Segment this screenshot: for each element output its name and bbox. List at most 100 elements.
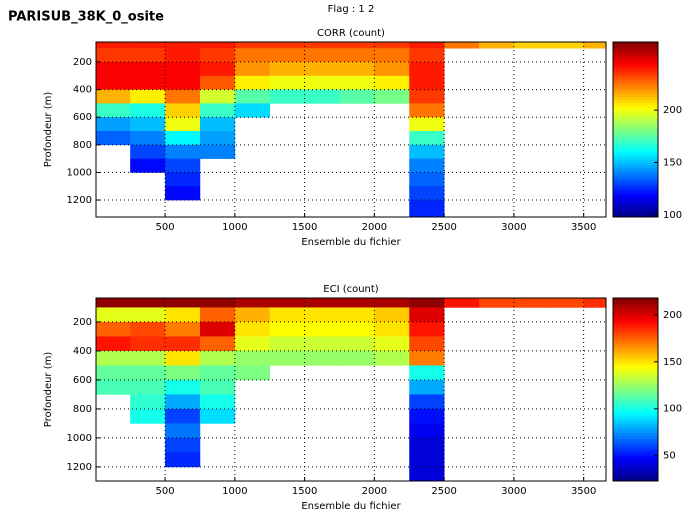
heat-cell xyxy=(583,42,607,49)
colorbar-step xyxy=(613,309,658,313)
colorbar-step xyxy=(613,363,658,368)
colorbar-step xyxy=(613,389,658,393)
x-tick-label: 500 xyxy=(156,222,175,233)
colorbar-step xyxy=(613,349,658,353)
heat-cell xyxy=(409,42,445,49)
heat-cell xyxy=(130,298,166,308)
colorbar-step xyxy=(613,412,658,416)
colorbar-step xyxy=(613,175,658,180)
heat-cell xyxy=(234,103,271,118)
colorbar-step xyxy=(613,329,658,333)
heat-cell xyxy=(409,200,445,218)
heat-cell xyxy=(165,89,201,104)
heat-cell xyxy=(234,307,271,323)
colorbar-step xyxy=(613,398,658,402)
heat-cell xyxy=(165,42,201,49)
y-tick-label: 1200 xyxy=(67,462,92,473)
colorbar-step xyxy=(613,113,658,117)
heat-cell xyxy=(165,117,201,132)
x-axis-label: Ensemble du fichier xyxy=(301,501,401,512)
heat-cell xyxy=(339,307,375,323)
heat-cell xyxy=(130,62,166,77)
colorbar-step xyxy=(613,360,658,365)
colorbar-step xyxy=(613,472,658,476)
heat-cell xyxy=(96,365,131,381)
heat-cell xyxy=(409,394,445,410)
heat-cell xyxy=(444,298,480,308)
heat-cell xyxy=(130,117,166,132)
heat-cell xyxy=(409,158,445,173)
colorbar-step xyxy=(613,145,658,150)
colorbar-step xyxy=(613,85,658,89)
colorbar-step xyxy=(613,214,658,218)
colorbar-step xyxy=(613,326,658,330)
colorbar-step xyxy=(613,300,658,305)
heat-cell xyxy=(234,48,271,63)
heat-cell xyxy=(130,89,166,104)
colorbar-step xyxy=(613,88,658,92)
colorbar-step xyxy=(613,332,658,336)
x-tick-label: 500 xyxy=(156,486,175,497)
colorbar-step xyxy=(613,323,658,328)
heat-cell xyxy=(165,158,201,173)
heat-cell xyxy=(165,379,201,395)
y-tick-label: 600 xyxy=(73,375,92,386)
colorbar-step xyxy=(613,298,658,302)
heat-cell xyxy=(165,75,201,90)
colorbar-step xyxy=(613,475,658,479)
heat-cell xyxy=(130,394,166,410)
colorbar-tick-label: 50 xyxy=(663,451,676,462)
heat-cell xyxy=(199,117,236,132)
colorbar-step xyxy=(613,110,658,114)
colorbar-step xyxy=(613,469,658,473)
colorbar-step xyxy=(613,346,658,350)
heat-cell xyxy=(130,75,166,90)
heat-cell xyxy=(165,48,201,63)
chart-title: ECI (count) xyxy=(323,284,379,295)
colorbar-step xyxy=(613,435,658,439)
colorbar-step xyxy=(613,159,658,163)
heat-cell xyxy=(199,307,236,323)
colorbar-step xyxy=(613,206,658,210)
colorbar-step xyxy=(613,99,658,103)
heat-cell xyxy=(199,62,236,77)
colorbar-step xyxy=(613,375,658,379)
colorbar-step xyxy=(613,121,658,125)
heat-cell xyxy=(130,103,166,118)
colorbar-step xyxy=(613,167,658,172)
heat-cell xyxy=(374,336,410,352)
heat-cell xyxy=(583,298,607,308)
heat-cell xyxy=(374,48,410,63)
colorbar-step xyxy=(613,115,658,120)
heat-cell xyxy=(130,48,166,63)
colorbar-step xyxy=(613,306,658,310)
heat-cell xyxy=(339,89,375,104)
heat-cell xyxy=(409,131,445,146)
colorbar-step xyxy=(613,455,658,459)
heat-cell xyxy=(513,42,550,49)
colorbar-tick-label: 100 xyxy=(663,404,682,415)
colorbar-step xyxy=(613,403,658,408)
y-tick-label: 600 xyxy=(73,112,92,123)
flag-label: Flag : 1 2 xyxy=(328,4,375,15)
heat-cell xyxy=(96,307,131,323)
file-title: PARISUB_38K_0_osite xyxy=(8,10,164,25)
colorbar-step xyxy=(613,358,658,362)
colorbar-step xyxy=(613,318,658,322)
colorbar-tick-label: 150 xyxy=(663,158,682,169)
y-tick-label: 200 xyxy=(73,317,92,328)
y-tick-label: 1200 xyxy=(67,195,92,206)
colorbar-step xyxy=(613,74,658,79)
heat-cell xyxy=(165,298,201,308)
colorbar-step xyxy=(613,170,658,174)
colorbar-step xyxy=(613,395,658,399)
heat-cell xyxy=(269,336,305,352)
heat-cell xyxy=(513,298,550,308)
x-tick-label: 2000 xyxy=(362,222,387,233)
heat-cell xyxy=(165,172,201,187)
heat-cell xyxy=(234,365,271,381)
heat-cell xyxy=(130,307,166,323)
colorbar-step xyxy=(613,420,658,425)
